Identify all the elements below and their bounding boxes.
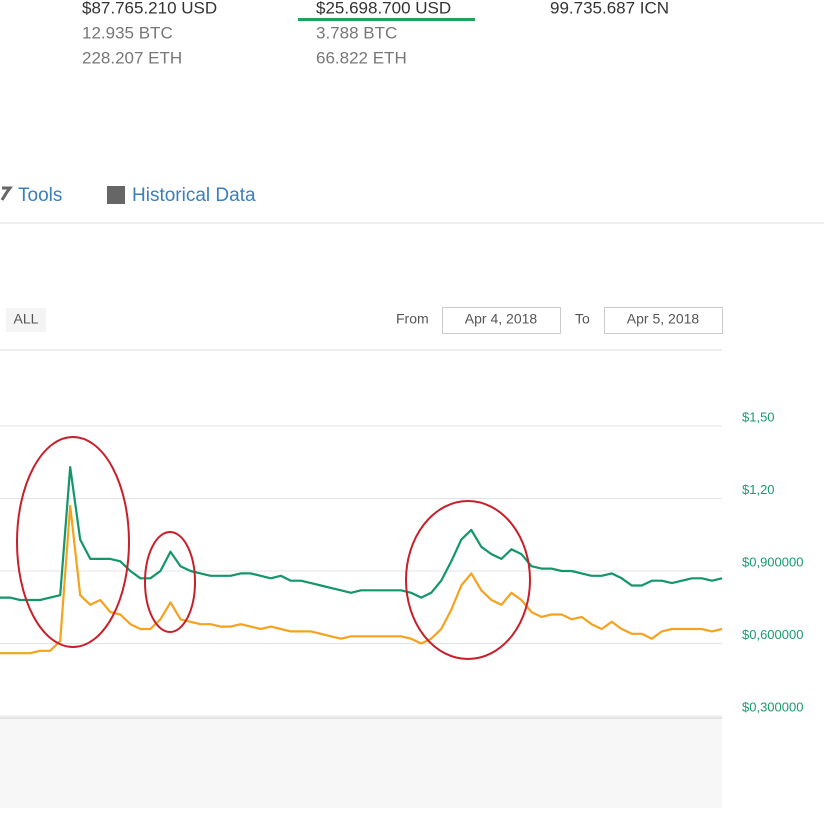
chart: $1,50 $1,20 $0,900000 $0,600000 $0,300000 bbox=[0, 409, 803, 717]
to-value: Apr 5, 2018 bbox=[627, 311, 700, 327]
price-line bbox=[0, 504, 723, 655]
stat: $25.698.700 USD bbox=[316, 0, 451, 17]
range-button-label: ALL bbox=[14, 311, 39, 327]
y-tick-label: $0,300000 bbox=[742, 699, 803, 714]
tab[interactable]: Historical Data bbox=[132, 185, 256, 206]
navigator bbox=[0, 718, 722, 808]
price-line bbox=[0, 466, 723, 602]
highlight-ellipse bbox=[144, 531, 196, 633]
highlight-ellipse bbox=[16, 436, 130, 648]
from-input[interactable] bbox=[442, 307, 561, 334]
range-button[interactable] bbox=[6, 308, 46, 332]
stat: 3.788 BTC bbox=[316, 23, 397, 42]
stat: $87.765.210 USD bbox=[82, 0, 217, 17]
to-input[interactable] bbox=[604, 307, 723, 334]
stat: 228.207 ETH bbox=[82, 48, 182, 67]
calendar-icon bbox=[107, 186, 125, 204]
y-tick-label: $0,900000 bbox=[742, 554, 803, 569]
stat: 66.822 ETH bbox=[316, 48, 407, 67]
wrench-icon bbox=[0, 186, 13, 201]
highlight-ellipse bbox=[405, 500, 531, 660]
y-tick-label: $0,600000 bbox=[742, 627, 803, 642]
stat: 99.735.687 ICN bbox=[550, 0, 669, 17]
y-tick-label: $1,50 bbox=[742, 409, 775, 424]
from-value: Apr 4, 2018 bbox=[465, 311, 538, 327]
annotations bbox=[16, 436, 531, 660]
underline bbox=[298, 18, 475, 21]
from-label: From bbox=[396, 311, 429, 327]
stat: 12.935 BTC bbox=[82, 23, 173, 42]
tab[interactable]: Tools bbox=[18, 185, 62, 206]
y-tick-label: $1,20 bbox=[742, 482, 775, 497]
to-label: To bbox=[575, 311, 590, 327]
